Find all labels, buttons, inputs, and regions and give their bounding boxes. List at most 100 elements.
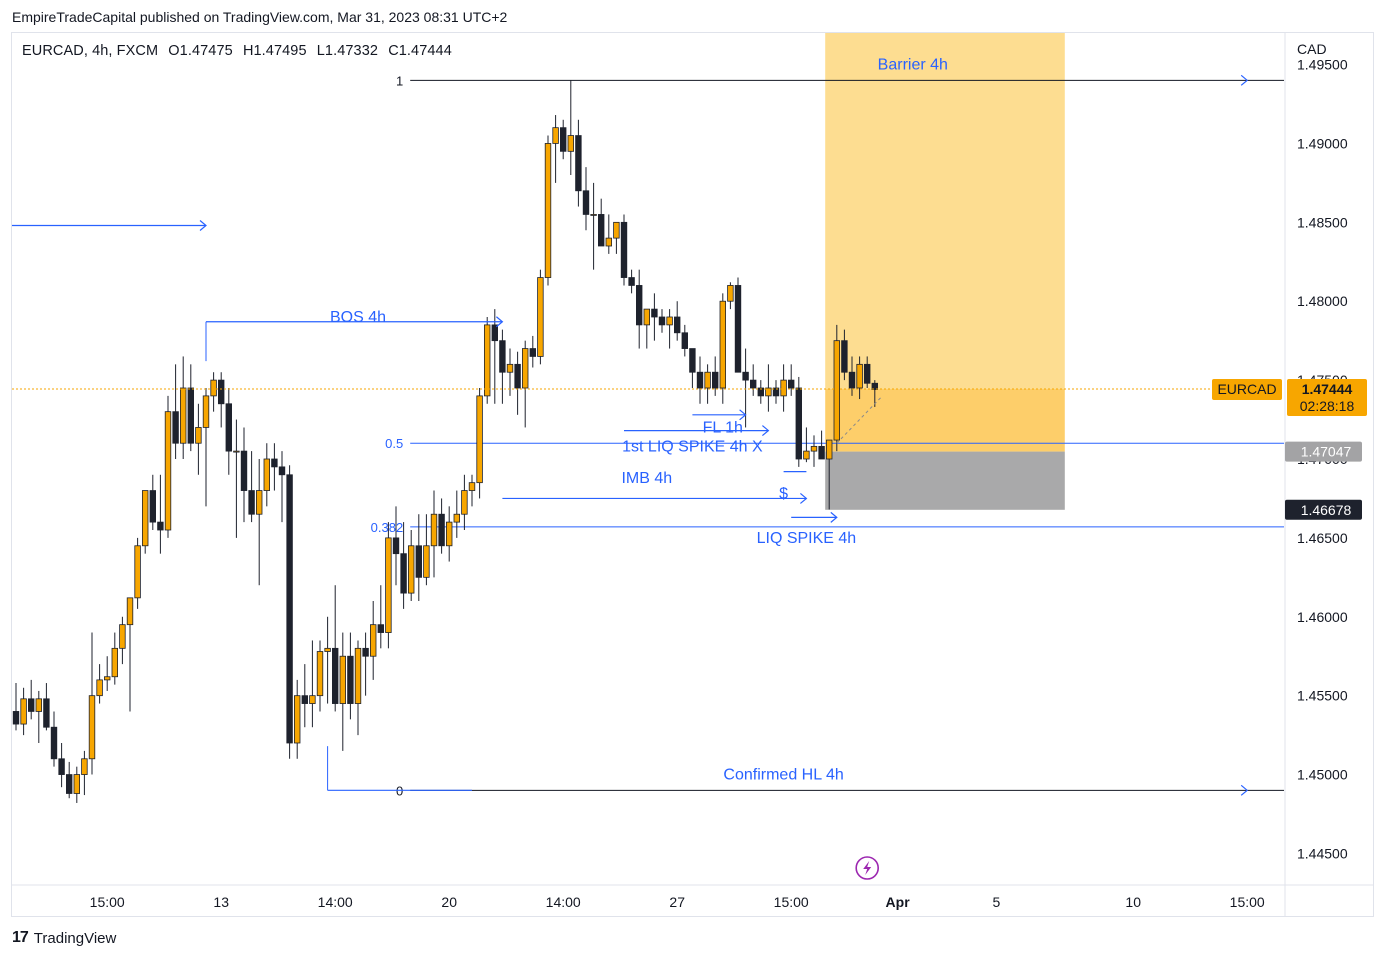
annotation-4: IMB 4h — [621, 470, 672, 487]
candle-body — [582, 190, 590, 215]
candle-body — [20, 698, 27, 725]
candle-body — [88, 695, 96, 760]
candle-body — [491, 324, 498, 342]
candle-body — [712, 371, 719, 389]
target-zone — [825, 33, 1065, 389]
bos-arrow-icon — [496, 316, 504, 328]
candle-body — [248, 490, 255, 515]
candle-body — [225, 403, 232, 452]
price-tick: 1.48500 — [1297, 214, 1348, 230]
tradingview-footer[interactable]: 17 TradingView — [12, 929, 116, 947]
candle-body — [195, 427, 202, 444]
candle-body — [552, 127, 559, 144]
symbol-tag — [1212, 378, 1282, 400]
candle-body — [293, 695, 301, 744]
candle-body — [104, 676, 111, 681]
symbol-legend: EURCAD, 4h, FXCM O1.47475 H1.47495 L1.47… — [22, 43, 458, 59]
candle-body — [81, 758, 88, 775]
candle-body — [255, 490, 263, 515]
candle-body — [613, 221, 620, 239]
candle-body — [12, 711, 20, 725]
time-tick: Apr — [886, 894, 911, 910]
price-tick: 1.49000 — [1297, 135, 1348, 151]
candle-body — [666, 316, 673, 326]
candle-body — [605, 237, 612, 247]
fl1h-arrow-icon — [739, 409, 747, 421]
candle-body — [514, 363, 521, 389]
candle-body — [780, 379, 787, 397]
time-tick: 15:00 — [1230, 894, 1265, 910]
sl-price-text: 1.46678 — [1301, 502, 1352, 518]
published-caption: EmpireTradeCapital published on TradingV… — [12, 9, 508, 25]
candle-body — [400, 553, 407, 594]
candle-body — [278, 466, 286, 476]
candle-body — [810, 445, 818, 452]
candle-body — [461, 490, 468, 515]
candle-body — [58, 758, 65, 775]
candle-body — [354, 647, 362, 704]
candle-body — [43, 698, 50, 728]
annotation-5: $ — [779, 486, 788, 503]
candle-body — [750, 379, 757, 389]
candle-body — [385, 537, 392, 633]
annotation-0: Barrier 4h — [878, 57, 948, 74]
candle-body — [499, 340, 506, 373]
candle-body — [111, 647, 118, 678]
candle-body — [164, 411, 172, 531]
annotation-7: Confirmed HL 4h — [723, 767, 843, 784]
candle-body — [339, 655, 346, 704]
candle-body — [734, 285, 742, 373]
candle-body — [476, 395, 483, 484]
candle-body — [651, 308, 658, 318]
legend-symbol[interactable]: EURCAD, 4h, FXCM — [22, 43, 159, 59]
tradingview-logo-icon: 17 — [12, 929, 29, 946]
symbol-tag-text: EURCAD — [1217, 381, 1276, 397]
candle-body — [483, 324, 491, 397]
fib-label-1: 0.5 — [385, 436, 403, 451]
candle-body — [628, 277, 635, 286]
legend-open: O1.47475 — [168, 43, 233, 59]
imb-arrow-icon — [800, 492, 808, 504]
stop-price-text: 1.47047 — [1301, 444, 1352, 460]
candle-body — [301, 695, 308, 704]
candle-body — [157, 521, 164, 531]
candle-body — [453, 513, 460, 523]
candle-body — [696, 371, 704, 389]
candle-body — [430, 513, 438, 547]
candle-body — [141, 490, 149, 547]
legend-high: H1.47495 — [242, 43, 307, 59]
candle-body — [66, 774, 73, 794]
candle-body — [407, 545, 415, 594]
time-tick: 27 — [669, 894, 685, 910]
time-tick: 5 — [993, 894, 1001, 910]
candle-body — [187, 387, 194, 444]
candle-body — [544, 143, 552, 278]
last-price-label — [1287, 378, 1367, 416]
candle-body — [263, 458, 270, 491]
stop-price-label — [1285, 441, 1362, 462]
candle-body — [522, 348, 529, 389]
candle-body — [772, 387, 780, 397]
candle-body — [636, 285, 643, 326]
candle-body — [818, 445, 825, 460]
projection-line — [836, 395, 883, 444]
candle-body — [871, 382, 878, 390]
candle-body — [681, 332, 688, 349]
candle-body — [833, 340, 840, 441]
candle-body — [119, 624, 126, 649]
candle-body — [856, 363, 863, 389]
candle-body — [377, 624, 384, 633]
entry-zone — [825, 388, 1065, 452]
price-tick: 1.46500 — [1297, 530, 1348, 546]
candle-body — [50, 726, 58, 760]
candle-body — [742, 371, 749, 381]
candle-body — [423, 545, 430, 578]
candle-body — [468, 482, 476, 491]
candle-body — [788, 379, 795, 389]
candle-body — [719, 300, 726, 389]
level-arrow-icon-1 — [1240, 784, 1249, 796]
candle-body — [658, 316, 666, 326]
candle-body — [415, 545, 422, 578]
lightning-bolt-icon — [863, 861, 872, 875]
